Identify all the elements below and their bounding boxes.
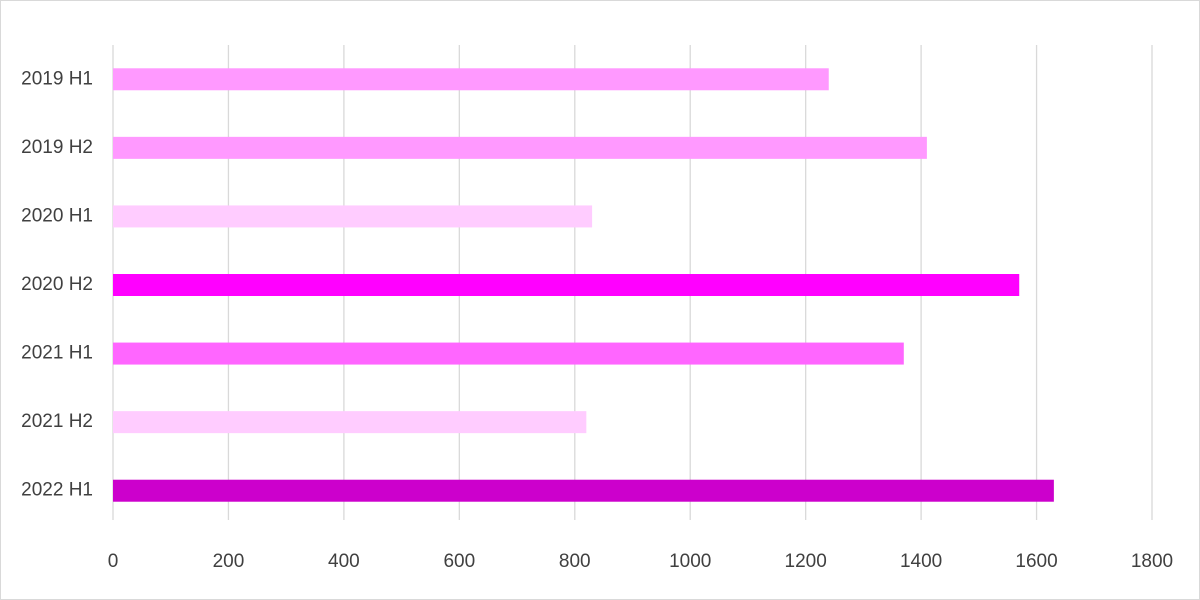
bar — [113, 411, 587, 434]
bar — [113, 274, 1020, 296]
x-tick-label: 1600 — [1015, 551, 1057, 572]
x-tick-label: 400 — [328, 551, 360, 572]
x-tick-label: 1200 — [785, 551, 827, 572]
x-tick-label: 800 — [559, 551, 591, 572]
bar — [113, 205, 593, 228]
bar — [113, 68, 829, 91]
x-tick-label: 1800 — [1131, 551, 1173, 572]
bar — [113, 136, 927, 159]
x-tick-label: 0 — [108, 551, 119, 572]
y-tick-label: 2019 H1 — [21, 68, 93, 89]
y-tick-label: 2021 H2 — [21, 411, 93, 432]
y-tick-label: 2022 H1 — [21, 480, 93, 501]
bar — [113, 479, 1054, 502]
bar — [113, 342, 904, 365]
x-tick-label: 600 — [443, 551, 475, 572]
x-tick-label: 1000 — [669, 551, 711, 572]
y-tick-label: 2020 H1 — [21, 205, 93, 226]
x-tick-label: 1400 — [900, 551, 942, 572]
y-tick-label: 2021 H1 — [21, 343, 93, 364]
y-tick-label: 2020 H2 — [21, 274, 93, 295]
x-tick-label: 200 — [213, 551, 245, 572]
y-tick-label: 2019 H2 — [21, 137, 93, 158]
